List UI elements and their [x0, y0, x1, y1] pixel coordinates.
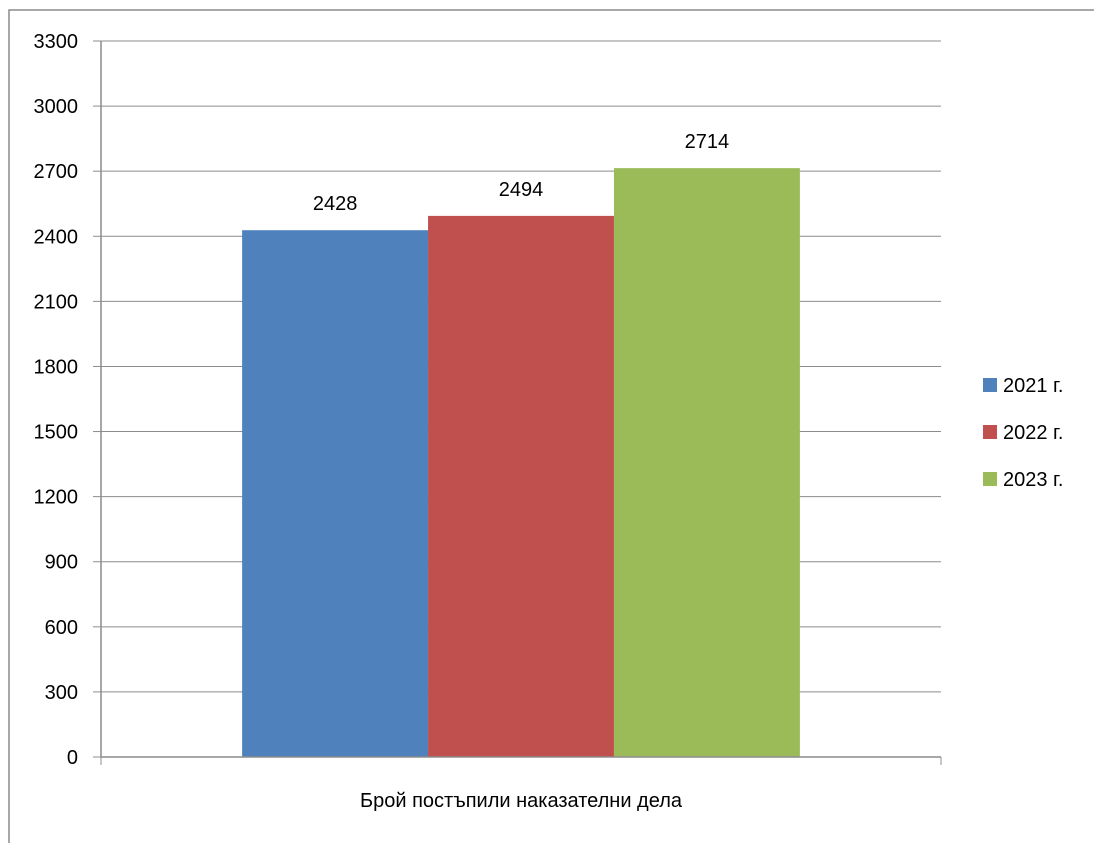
y-tick-label: 1800	[34, 356, 79, 378]
y-tick-label: 2400	[34, 226, 79, 248]
y-tick-label: 300	[45, 682, 78, 704]
legend: 2021 г. 2022 г. 2023 г.	[983, 375, 1063, 491]
legend-swatch	[983, 472, 997, 486]
legend-label: 2022 г.	[1003, 422, 1063, 444]
legend-label: 2023 г.	[1003, 469, 1063, 491]
y-tick-labels: 0 300 600 900 1200 1500 1800 2100 2400 2700 3000 33…	[34, 31, 79, 769]
y-tick-label: 2700	[34, 161, 79, 183]
y-tick-label: 1200	[34, 487, 79, 509]
data-labels: 2428 2494 2714	[313, 131, 729, 215]
x-category-label: Брой постъпили наказателни дела	[360, 790, 683, 812]
y-tick-label: 3300	[34, 31, 79, 53]
legend-item: 2021 г.	[983, 375, 1063, 397]
data-label: 2494	[499, 179, 544, 201]
legend-label: 2021 г.	[1003, 375, 1063, 397]
bar-2021г	[242, 230, 429, 757]
y-tick-label: 600	[45, 617, 78, 639]
y-tick-label: 0	[67, 747, 78, 769]
axes	[93, 40, 942, 765]
bars	[242, 168, 800, 758]
legend-swatch	[983, 425, 997, 439]
x-category-labels: Брой постъпили наказателни дела	[360, 790, 683, 812]
chart-border	[8, 9, 1094, 843]
legend-item: 2023 г.	[983, 469, 1063, 491]
data-label: 2714	[685, 131, 730, 153]
legend-swatch	[983, 378, 997, 392]
y-tick-label: 900	[45, 552, 78, 574]
y-tick-label: 3000	[34, 96, 79, 118]
legend-item: 2022 г.	[983, 422, 1063, 444]
y-tick-label: 1500	[34, 422, 79, 444]
bar-2023г	[613, 168, 800, 758]
bar-2022г	[428, 215, 614, 758]
data-label: 2428	[313, 193, 358, 215]
y-tick-label: 2100	[34, 291, 79, 313]
